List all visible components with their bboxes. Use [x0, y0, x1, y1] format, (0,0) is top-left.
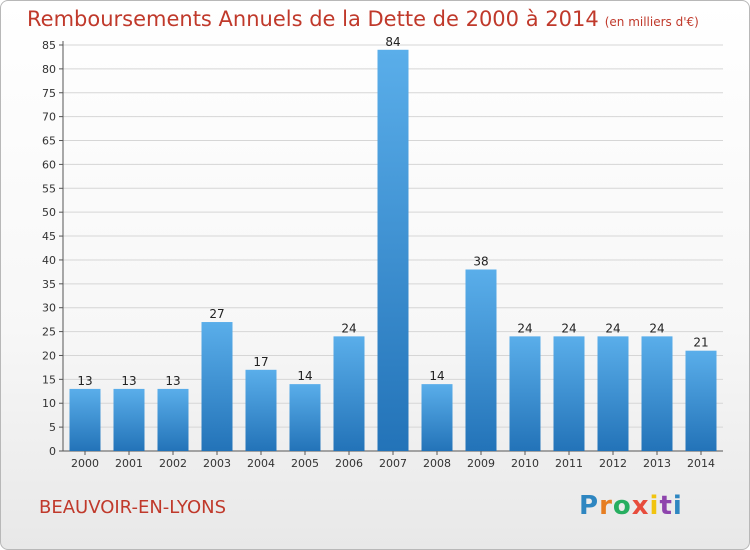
- y-tick-label: 10: [42, 397, 56, 410]
- bar-2007: [377, 49, 409, 452]
- value-label-2004: 17: [253, 355, 268, 369]
- bar-2003: [201, 322, 233, 451]
- logo-letter: i: [672, 491, 683, 521]
- chart-title: Remboursements Annuels de la Dette de 20…: [27, 7, 699, 31]
- value-label-2000: 13: [77, 374, 92, 388]
- bar-2011: [553, 336, 585, 451]
- logo-letter: i: [649, 491, 660, 521]
- value-label-2010: 24: [517, 321, 532, 335]
- x-tick-label-2013: 2013: [643, 457, 671, 470]
- value-label-2012: 24: [605, 321, 620, 335]
- logo-letter: o: [612, 491, 632, 521]
- bar-2002: [157, 388, 189, 451]
- logo-letter: P: [579, 491, 600, 521]
- y-tick-label: 70: [42, 111, 56, 124]
- bar-2005: [289, 384, 321, 451]
- x-tick-label-2007: 2007: [379, 457, 407, 470]
- value-label-2006: 24: [341, 321, 356, 335]
- x-tick-label-2012: 2012: [599, 457, 627, 470]
- y-tick-label: 55: [42, 182, 56, 195]
- bar-2009: [465, 269, 497, 451]
- y-tick-label: 75: [42, 87, 56, 100]
- y-tick-label: 30: [42, 302, 56, 315]
- bar-2004: [245, 369, 277, 451]
- x-tick-label-2008: 2008: [423, 457, 451, 470]
- y-tick-label: 15: [42, 373, 56, 386]
- labels: 0 5 10 15 20 25 30 35 40 45 50 55 60 65 70 75 80 85 13 2000…: [42, 35, 715, 470]
- bar-2012: [597, 336, 629, 451]
- x-tick-label-2006: 2006: [335, 457, 363, 470]
- logo-letter: r: [599, 491, 613, 521]
- value-label-2008: 14: [429, 369, 444, 383]
- x-tick-label-2003: 2003: [203, 457, 231, 470]
- x-tick-label-2009: 2009: [467, 457, 495, 470]
- bar-2010: [509, 336, 541, 451]
- y-tick-label: 85: [42, 39, 56, 52]
- y-tick-label: 5: [49, 421, 56, 434]
- y-tick-label: 20: [42, 349, 56, 362]
- x-tick-label-2011: 2011: [555, 457, 583, 470]
- bars: [69, 49, 717, 452]
- bar-2001: [113, 388, 145, 451]
- chart-unit: (en milliers d'€): [604, 15, 699, 29]
- y-tick-label: 45: [42, 230, 56, 243]
- value-label-2013: 24: [649, 321, 664, 335]
- bar-2013: [641, 336, 673, 451]
- value-label-2003: 27: [209, 307, 224, 321]
- bar-2006: [333, 336, 365, 451]
- chart-title-text: Remboursements Annuels de la Dette de 20…: [27, 7, 599, 31]
- x-tick-label-2014: 2014: [687, 457, 715, 470]
- value-label-2014: 21: [693, 336, 708, 350]
- town-name: BEAUVOIR-EN-LYONS: [39, 497, 226, 518]
- y-tick-label: 60: [42, 158, 56, 171]
- y-tick-label: 25: [42, 326, 56, 339]
- value-label-2011: 24: [561, 321, 576, 335]
- y-tick-label: 80: [42, 63, 56, 76]
- logo-letter: t: [659, 491, 673, 521]
- proxiti-logo: Proxiti: [579, 491, 683, 521]
- value-label-2001: 13: [121, 374, 136, 388]
- y-tick-label: 50: [42, 206, 56, 219]
- x-tick-label-2001: 2001: [115, 457, 143, 470]
- bar-2008: [421, 384, 453, 451]
- value-label-2009: 38: [473, 254, 488, 268]
- value-label-2005: 14: [297, 369, 312, 383]
- x-tick-label-2010: 2010: [511, 457, 539, 470]
- value-label-2002: 13: [165, 374, 180, 388]
- x-tick-label-2000: 2000: [71, 457, 99, 470]
- x-tick-label-2002: 2002: [159, 457, 187, 470]
- y-tick-label: 0: [49, 445, 56, 458]
- x-tick-label-2005: 2005: [291, 457, 319, 470]
- logo-letter: x: [631, 491, 650, 521]
- bar-2014: [685, 350, 717, 451]
- bar-2000: [69, 388, 101, 451]
- value-label-2007: 84: [385, 35, 400, 49]
- y-tick-label: 40: [42, 254, 56, 267]
- y-tick-label: 35: [42, 278, 56, 291]
- x-tick-label-2004: 2004: [247, 457, 275, 470]
- y-tick-label: 65: [42, 135, 56, 148]
